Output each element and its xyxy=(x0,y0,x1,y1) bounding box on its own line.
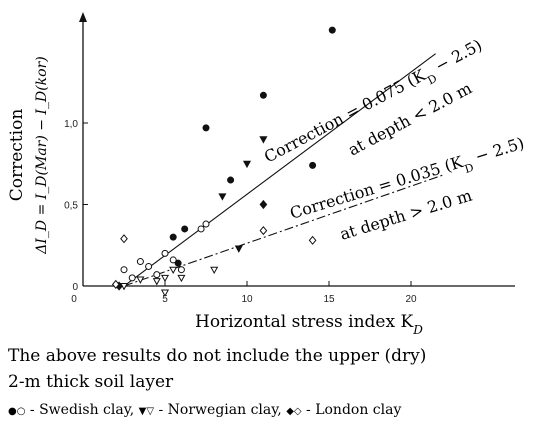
x-tick-label-3: 15 xyxy=(323,294,335,305)
fit-lines xyxy=(123,53,444,287)
y-tick-label-1: 0,5 xyxy=(64,201,78,212)
london-open-point-0 xyxy=(120,234,128,244)
x-axis-label: Horizontal stress index KD xyxy=(195,312,423,337)
norwegian-filled-point-1 xyxy=(242,160,252,169)
x-tick-label-4: 20 xyxy=(405,294,417,305)
swedish-open-point-6 xyxy=(177,266,185,274)
london-open-point-2 xyxy=(308,235,317,245)
axis-ticks: 0 5 10 15 20 0 0,5 1,0 xyxy=(64,119,417,305)
legend-norwegian-text: - Norwegian clay, xyxy=(154,402,286,418)
norwegian-open-point-5 xyxy=(177,274,186,283)
note-line-1: The above results do not include the upp… xyxy=(8,346,426,366)
axes xyxy=(79,12,515,287)
fit-line-2 xyxy=(123,174,444,287)
legend-swedish-text: - Swedish clay, xyxy=(25,402,138,418)
swedish-filled-point-3 xyxy=(202,124,210,132)
swedish-filled-point-4 xyxy=(259,91,267,99)
norwegian-filled-point-2 xyxy=(259,136,268,144)
fit-line-1 xyxy=(123,53,436,287)
x-tick-label-2: 10 xyxy=(241,294,253,305)
norwegian-open-point-3 xyxy=(160,274,170,283)
swedish-open-point-4 xyxy=(161,249,169,257)
norwegian-open-point-2 xyxy=(152,278,161,286)
swedish-filled-point-6 xyxy=(328,26,336,34)
legend-norwegian-symbols: ▼▽ xyxy=(139,406,155,417)
swedish-filled-point-2 xyxy=(181,225,189,233)
y-axis-sublabel: ΔI_D = I_D(Mar) − I_D(kor) xyxy=(34,56,50,254)
x-tick-label-1: 5 xyxy=(162,294,168,305)
swedish-open-point-5 xyxy=(169,256,177,264)
swedish-open-point-8 xyxy=(202,220,210,228)
y-axis-label: Correction xyxy=(7,109,27,202)
note-line-2: 2-m thick soil layer xyxy=(8,372,174,392)
swedish-filled-point-1 xyxy=(174,259,182,267)
norwegian-open-point-7 xyxy=(160,289,170,297)
y-axis-arrow xyxy=(79,12,87,22)
swedish-open-point-7 xyxy=(197,225,205,233)
legend-london-symbols: ◆◇ xyxy=(286,406,302,417)
norwegian-open-point-1 xyxy=(136,276,145,284)
swedish-open-point-1 xyxy=(128,274,136,282)
legend-london-text: - London clay xyxy=(302,402,402,418)
norwegian-filled-point-0 xyxy=(218,193,227,201)
data-points xyxy=(111,26,336,297)
swedish-filled-point-5 xyxy=(309,161,317,169)
y-tick-label-0: 0 xyxy=(72,282,78,293)
london-open-point-3 xyxy=(111,279,120,289)
swedish-open-point-9 xyxy=(153,271,161,279)
swedish-open-point-0 xyxy=(120,266,128,274)
norwegian-open-point-6 xyxy=(210,266,219,275)
swedish-filled-point-7 xyxy=(227,176,235,184)
x-tick-label-0: 0 xyxy=(71,294,77,305)
swedish-filled-point-0 xyxy=(169,233,177,241)
london-open-point-1 xyxy=(259,226,268,236)
swedish-open-point-2 xyxy=(136,258,144,266)
legend: ●○ - Swedish clay, ▼▽ - Norwegian clay, … xyxy=(8,402,401,418)
y-tick-label-2: 1,0 xyxy=(64,119,78,130)
swedish-open-point-3 xyxy=(145,262,153,270)
london-filled-point-0 xyxy=(259,199,268,210)
norwegian-open-point-4 xyxy=(169,266,178,275)
norwegian-filled-point-3 xyxy=(234,245,243,253)
legend-swedish-symbols: ●○ xyxy=(8,406,25,417)
